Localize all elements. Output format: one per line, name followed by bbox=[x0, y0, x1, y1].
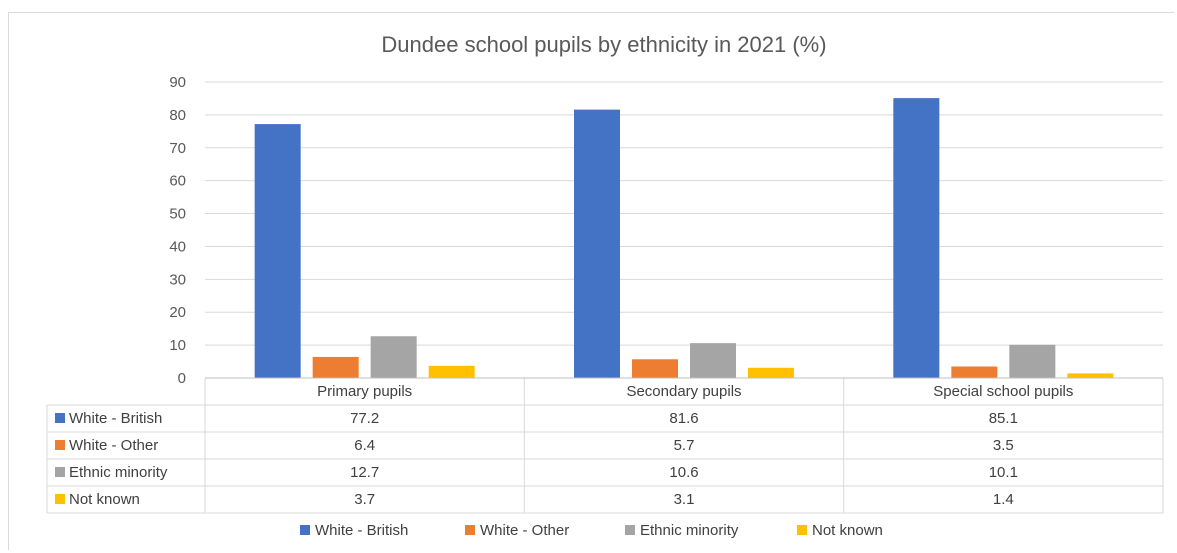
legend-label: Not known bbox=[812, 522, 883, 539]
bar-white-british-1 bbox=[254, 124, 301, 378]
table-legend-key bbox=[55, 413, 65, 423]
data-label: 85.1 bbox=[989, 410, 1018, 427]
chart-frame bbox=[8, 12, 1174, 550]
bar-not-known-3 bbox=[1067, 373, 1114, 378]
table-legend-key bbox=[55, 467, 65, 477]
data-label: 1.4 bbox=[993, 491, 1014, 508]
category-label: Special school pupils bbox=[933, 383, 1073, 400]
y-tick-label: 20 bbox=[169, 304, 186, 321]
data-label: 6.4 bbox=[354, 437, 375, 454]
y-tick-label: 50 bbox=[169, 206, 186, 223]
bar-not-known-1 bbox=[428, 365, 475, 378]
y-tick-label: 0 bbox=[178, 370, 186, 387]
bar-white-other-1 bbox=[312, 356, 359, 378]
bar-white-other-3 bbox=[951, 366, 998, 378]
table-row-label: White - British bbox=[69, 410, 162, 427]
data-label: 12.7 bbox=[350, 464, 379, 481]
bar-white-british-3 bbox=[893, 98, 940, 379]
data-label: 3.1 bbox=[674, 491, 695, 508]
table-row-label: Ethnic minority bbox=[69, 464, 168, 481]
y-tick-label: 70 bbox=[169, 140, 186, 157]
legend-key bbox=[797, 525, 807, 535]
table-row-label: White - Other bbox=[69, 437, 158, 454]
data-label: 5.7 bbox=[674, 437, 695, 454]
legend-label: White - British bbox=[315, 522, 408, 539]
bar-white-british-2 bbox=[574, 109, 620, 379]
bar-ethnic-minority-3 bbox=[1009, 344, 1056, 378]
legend-label: White - Other bbox=[480, 522, 569, 539]
chart-title: Dundee school pupils by ethnicity in 202… bbox=[381, 32, 826, 57]
bar-not-known-2 bbox=[748, 367, 794, 378]
table-row-label: Not known bbox=[69, 491, 140, 508]
data-label: 10.6 bbox=[669, 464, 698, 481]
data-label: 77.2 bbox=[350, 410, 379, 427]
category-label: Primary pupils bbox=[317, 383, 412, 400]
y-tick-label: 80 bbox=[169, 107, 186, 124]
y-tick-label: 40 bbox=[169, 238, 186, 255]
y-tick-label: 10 bbox=[169, 337, 186, 354]
legend-label: Ethnic minority bbox=[640, 522, 739, 539]
data-label: 3.5 bbox=[993, 437, 1014, 454]
bar-ethnic-minority-1 bbox=[370, 336, 417, 378]
y-tick-label: 90 bbox=[169, 74, 186, 91]
bar-ethnic-minority-2 bbox=[690, 343, 736, 378]
y-tick-label: 60 bbox=[169, 173, 186, 190]
table-legend-key bbox=[55, 440, 65, 450]
data-label: 10.1 bbox=[989, 464, 1018, 481]
data-label: 3.7 bbox=[354, 491, 375, 508]
data-label: 81.6 bbox=[669, 410, 698, 427]
table-legend-key bbox=[55, 494, 65, 504]
y-tick-label: 30 bbox=[169, 271, 186, 288]
legend-key bbox=[465, 525, 475, 535]
bar-white-other-2 bbox=[632, 359, 678, 378]
legend-key bbox=[300, 525, 310, 535]
legend-key bbox=[625, 525, 635, 535]
category-label: Secondary pupils bbox=[626, 383, 741, 400]
